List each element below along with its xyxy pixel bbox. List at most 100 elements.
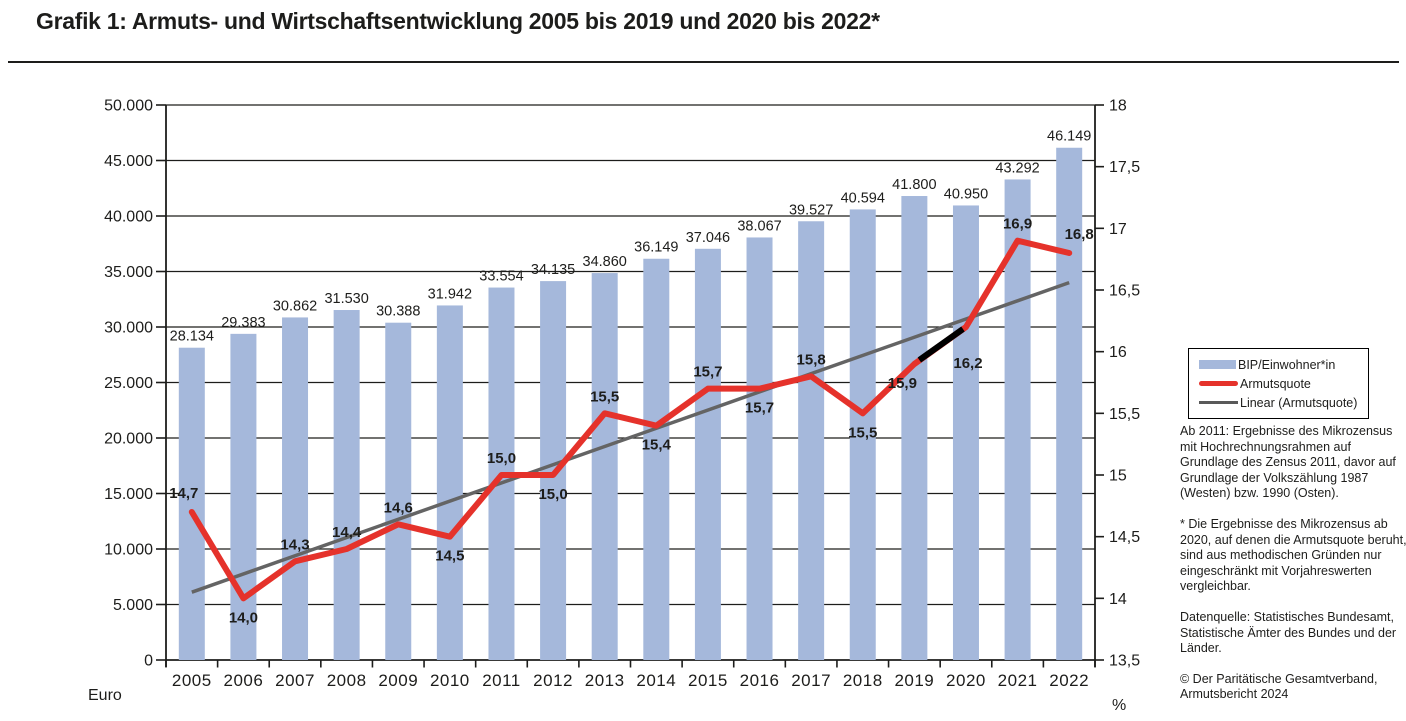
note-method: Ab 2011: Ergebnisse des Mikrozensus mit … — [1180, 424, 1396, 501]
chart-canvas: 0 5.000 10.000 15.000 20.000 25.000 30.000 35.0… — [104, 98, 1140, 691]
bar-label-2011: 33.554 — [479, 269, 523, 285]
bar-2016 — [746, 237, 773, 660]
x-axis-year-label: 2013 — [585, 671, 625, 690]
title-divider — [8, 61, 1399, 63]
note-source: Datenquelle: Statistisches Bundesamt, St… — [1180, 609, 1397, 656]
bar-label-2016: 38.067 — [737, 218, 781, 234]
x-axis-year-label: 2006 — [224, 671, 264, 690]
line-label-2014: 15,4 — [642, 437, 672, 454]
bar-2015 — [694, 248, 721, 660]
legend-label: Linear (Armutsquote) — [1240, 395, 1358, 410]
line-label-2007: 14,3 — [280, 536, 309, 553]
bar-2009 — [385, 322, 412, 660]
line-label-2009: 14,6 — [384, 499, 413, 516]
chart-legend: BIP/Einwohner*in Armutsquote Linear (Arm… — [1188, 348, 1369, 419]
bar-2006 — [230, 333, 257, 660]
line-label-2020: 16,2 — [953, 355, 982, 372]
right-axis-tick-label: 13,5 — [1109, 653, 1140, 670]
bar-label-2008: 31.530 — [324, 291, 368, 307]
bar-label-2022: 46.149 — [1047, 129, 1091, 145]
bar-label-2007: 30.862 — [273, 298, 317, 314]
left-axis-tick-label: 30.000 — [104, 320, 153, 337]
bar-label-2020: 40.950 — [944, 186, 988, 202]
line-label-2005: 14,7 — [169, 485, 198, 502]
line-label-2013: 15,5 — [590, 388, 619, 405]
bar-label-2015: 37.046 — [686, 230, 730, 246]
x-axis-year-label: 2010 — [430, 671, 470, 690]
bar-label-2009: 30.388 — [376, 304, 420, 320]
bar-label-2018: 40.594 — [841, 190, 885, 206]
bar-2020 — [952, 205, 979, 660]
right-axis-unit-label: % — [1112, 697, 1127, 714]
left-axis-unit-label: Euro — [88, 687, 122, 704]
right-axis-tick-label: 17 — [1109, 221, 1127, 238]
left-axis-tick-label: 50.000 — [104, 98, 153, 115]
left-axis-tick-label: 15.000 — [104, 486, 153, 503]
line-label-2016: 15,7 — [745, 400, 774, 417]
bar-2022 — [1056, 147, 1083, 660]
x-axis-year-label: 2007 — [275, 671, 315, 690]
line-label-2021: 16,9 — [1003, 216, 1032, 233]
x-axis-year-label: 2021 — [998, 671, 1038, 690]
left-axis-tick-label: 0 — [144, 653, 153, 670]
bar-label-2014: 36.149 — [634, 240, 678, 256]
bar-2017 — [798, 221, 825, 660]
left-axis-tick-label: 35.000 — [104, 264, 153, 281]
line-label-2022: 16,8 — [1065, 226, 1094, 243]
break-segment — [917, 326, 965, 363]
left-axis-tick-label: 20.000 — [104, 431, 153, 448]
right-axis-tick-label: 16 — [1109, 344, 1127, 361]
line-label-2012: 15,0 — [538, 486, 567, 503]
left-axis-tick-label: 25.000 — [104, 375, 153, 392]
bar-2008 — [333, 310, 360, 660]
bar-label-2005: 28.134 — [170, 329, 214, 345]
armutsquote-line-swatch-icon — [1199, 381, 1238, 386]
bip-bar-swatch-icon — [1199, 360, 1236, 369]
right-axis-tick-label: 15 — [1109, 468, 1127, 485]
left-axis-tick-label: 40.000 — [104, 209, 153, 226]
note-copyright: © Der Paritätische Gesamtverband, Armuts… — [1180, 671, 1378, 702]
legend-item-armutsquote: Armutsquote — [1199, 374, 1364, 393]
bar-label-2010: 31.942 — [428, 286, 472, 302]
x-axis-year-label: 2016 — [740, 671, 780, 690]
left-axis-tick-label: 5.000 — [113, 597, 153, 614]
x-axis-year-label: 2020 — [946, 671, 986, 690]
legend-label: Armutsquote — [1240, 376, 1311, 391]
x-axis-year-label: 2022 — [1049, 671, 1089, 690]
bar-label-2017: 39.527 — [789, 202, 833, 218]
line-label-2008: 14,4 — [332, 524, 362, 541]
right-axis-tick-label: 14 — [1109, 591, 1127, 608]
line-label-2019: 15,9 — [888, 375, 917, 392]
trend-line — [191, 280, 1070, 594]
x-axis-year-label: 2015 — [688, 671, 728, 690]
x-axis-year-label: 2017 — [791, 671, 831, 690]
x-axis-year-label: 2009 — [378, 671, 418, 690]
x-axis-year-label: 2018 — [843, 671, 883, 690]
left-axis-tick-label: 45.000 — [104, 153, 153, 170]
x-axis-year-label: 2008 — [327, 671, 367, 690]
bar-2005 — [178, 347, 205, 660]
bar-label-2006: 29.383 — [221, 315, 265, 331]
right-axis-tick-label: 16,5 — [1109, 283, 1140, 300]
line-label-2017: 15,8 — [797, 351, 826, 368]
x-axis-year-label: 2011 — [482, 671, 521, 690]
bar-label-2019: 41.800 — [892, 177, 936, 193]
legend-item-bip: BIP/Einwohner*in — [1199, 355, 1364, 374]
page-title: Grafik 1: Armuts- und Wirtschaftsentwick… — [36, 8, 880, 34]
line-label-2011: 15,0 — [487, 450, 516, 467]
note-asterisk: * Die Ergebnisse des Mikrozensus ab 2020… — [1180, 516, 1406, 594]
x-axis-year-label: 2005 — [172, 671, 212, 690]
bar-2013 — [591, 273, 618, 660]
right-axis-tick-label: 17,5 — [1109, 159, 1140, 176]
right-axis-tick-label: 15,5 — [1109, 406, 1140, 423]
bar-label-2012: 34.135 — [531, 262, 575, 278]
bar-2010 — [436, 305, 463, 660]
x-axis-year-label: 2019 — [894, 671, 934, 690]
line-label-2006: 14,0 — [229, 609, 258, 626]
notes-column: Ab 2011: Ergebnisse des Mikrozensus mit … — [1180, 424, 1406, 718]
x-axis-year-label: 2014 — [636, 671, 676, 690]
linear-line-swatch-icon — [1199, 401, 1238, 404]
x-axis-year-label: 2012 — [533, 671, 573, 690]
bar-label-2013: 34.860 — [583, 254, 627, 270]
